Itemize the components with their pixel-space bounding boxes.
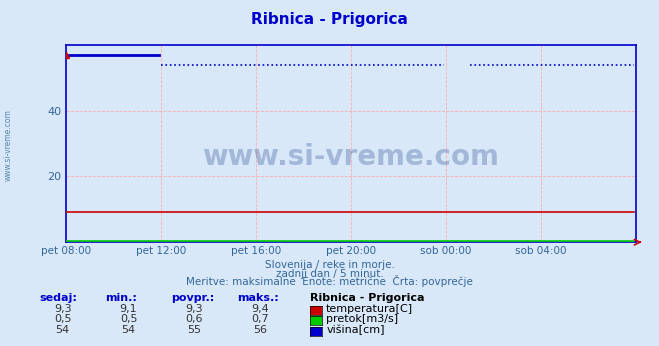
Text: 9,3: 9,3 [54, 304, 71, 314]
Text: Meritve: maksimalne  Enote: metrične  Črta: povprečje: Meritve: maksimalne Enote: metrične Črta… [186, 275, 473, 288]
Text: Ribnica - Prigorica: Ribnica - Prigorica [310, 293, 424, 303]
Text: min.:: min.: [105, 293, 137, 303]
Text: www.si-vreme.com: www.si-vreme.com [202, 143, 500, 171]
Text: zadnji dan / 5 minut.: zadnji dan / 5 minut. [275, 269, 384, 279]
Text: 54: 54 [121, 325, 136, 335]
Text: 54: 54 [55, 325, 70, 335]
Text: višina[cm]: višina[cm] [326, 325, 385, 335]
Text: maks.:: maks.: [237, 293, 279, 303]
Text: 0,5: 0,5 [54, 315, 71, 325]
Text: Ribnica - Prigorica: Ribnica - Prigorica [251, 12, 408, 27]
Text: www.si-vreme.com: www.si-vreme.com [4, 109, 13, 181]
Text: Slovenija / reke in morje.: Slovenija / reke in morje. [264, 260, 395, 270]
Text: 55: 55 [187, 325, 202, 335]
Text: povpr.:: povpr.: [171, 293, 215, 303]
Text: 9,4: 9,4 [252, 304, 269, 314]
Text: temperatura[C]: temperatura[C] [326, 304, 413, 314]
Text: 9,3: 9,3 [186, 304, 203, 314]
Text: 0,6: 0,6 [186, 315, 203, 325]
Text: 0,7: 0,7 [252, 315, 269, 325]
Text: sedaj:: sedaj: [40, 293, 77, 303]
Text: 0,5: 0,5 [120, 315, 137, 325]
Text: 9,1: 9,1 [120, 304, 137, 314]
Text: 56: 56 [253, 325, 268, 335]
Text: pretok[m3/s]: pretok[m3/s] [326, 315, 398, 325]
